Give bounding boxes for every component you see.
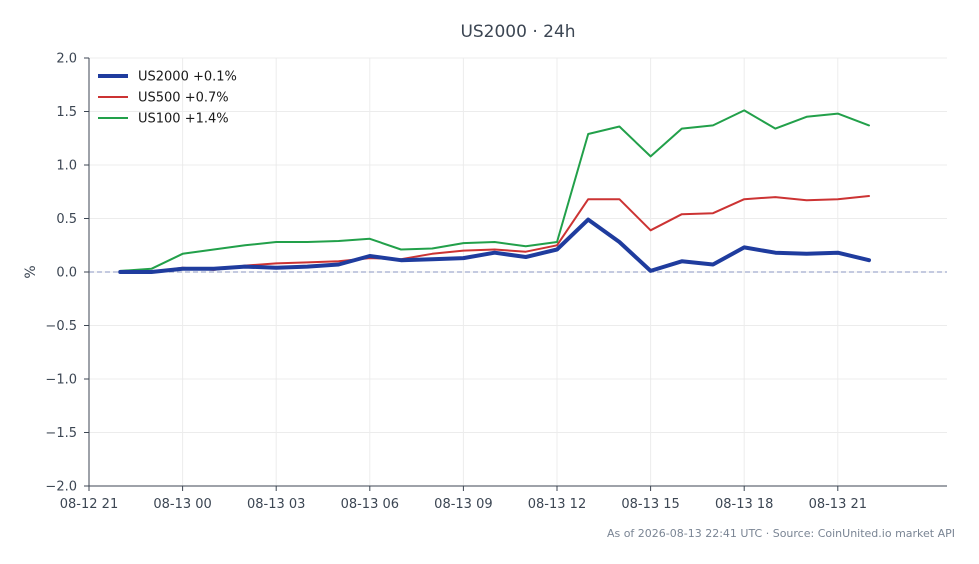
legend-label-us500: US500 +0.7% [138,91,229,106]
x-tick-label: 08-13 12 [528,497,586,512]
source-footnote: As of 2026-08-13 22:41 UTC · Source: Coi… [607,527,955,540]
y-tick-label: 1.5 [56,105,77,120]
x-tick-label: 08-13 03 [247,497,305,512]
legend: US2000 +0.1% US500 +0.7% US100 +1.4% [98,70,237,127]
x-tick-label: 08-13 15 [621,497,679,512]
legend-label-us2000: US2000 +0.1% [138,70,237,85]
y-tick-label: −1.0 [45,373,77,388]
y-tick-label: 2.0 [56,52,77,67]
y-tick-label: 0.0 [56,266,77,281]
y-tick-label: 1.0 [56,159,77,174]
x-tick-label: 08-13 00 [153,497,211,512]
series-lines [118,109,871,274]
x-tick-label: 08-13 18 [715,497,773,512]
x-tick-label: 08-13 21 [809,497,867,512]
y-tick-label: −0.5 [45,319,77,334]
series-line-us500 [119,195,870,273]
chart-title: US2000 · 24h [460,22,575,42]
x-tick-label: 08-13 09 [434,497,492,512]
y-tick-label: −2.0 [45,480,77,495]
x-tick-label: 08-12 21 [60,497,118,512]
series-line-us2000 [118,217,871,274]
y-axis-label: % [23,265,39,278]
series-line-us100 [119,109,870,272]
legend-label-us100: US100 +1.4% [138,112,229,127]
x-tick-label: 08-13 06 [341,497,399,512]
axes: 2.0 1.5 1.0 0.5 0.0 −0.5 −1.0 −1.5 −2.0 08-12 21 0… [45,52,947,512]
y-tick-label: −1.5 [45,426,77,441]
y-tick-label: 0.5 [56,212,77,227]
